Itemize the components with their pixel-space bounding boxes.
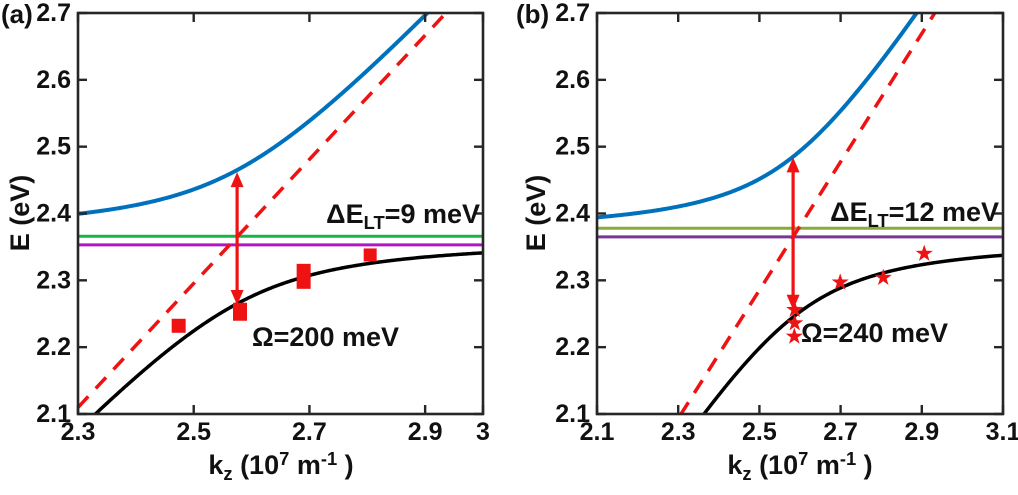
x-tick-label-b: 2.3: [661, 418, 696, 446]
y-tick-label-b: 2.1: [555, 400, 590, 428]
y-tick-label-b: 2.7: [555, 0, 590, 27]
x-label-open-a: (10: [232, 450, 280, 480]
x-label-unit-a: m: [289, 450, 321, 480]
rabi-annotation-b: Ω=240 meV: [801, 318, 948, 348]
photon-dispersion-line-b: [678, 13, 937, 414]
x-tick-label-a: 3: [476, 418, 490, 446]
delta-elt-annotation-b: ΔELT=12 meV: [830, 197, 999, 230]
data-point-star-b: [874, 268, 892, 285]
y-axis-label-a: E (eV): [4, 174, 35, 252]
x-label-exponent-a: 7: [279, 447, 290, 469]
panel-a-curves: [78, 13, 483, 414]
arrow-head-down-b: [786, 294, 800, 310]
rabi-splitting-arrow-b: [786, 157, 800, 310]
data-point-star-b: [831, 273, 849, 290]
y-tick-label-b: 2.3: [555, 266, 590, 294]
y-axis-label-b: E (eV): [520, 174, 551, 252]
y-tick-label-a: 2.1: [36, 400, 71, 428]
x-label-symbol-b: k: [727, 450, 743, 480]
x-label-subscript-b: z: [742, 462, 752, 484]
x-label-unit-b: m: [808, 450, 840, 480]
x-tick-label-b: 2.5: [742, 418, 777, 446]
data-point-star-b: [786, 314, 804, 331]
x-label-unit-exponent-a: -1: [320, 447, 338, 469]
data-point-star-b: [786, 300, 804, 318]
y-tick-label-a: 2.3: [36, 266, 71, 294]
delta-elt-subscript-b: LT: [867, 209, 889, 231]
panel-b-letter: (b): [516, 0, 550, 29]
x-tick-label-b: 2.7: [823, 418, 858, 446]
arrow-head-up-a: [230, 172, 244, 188]
x-label-symbol-a: k: [208, 450, 224, 480]
arrow-head-down-a: [230, 290, 244, 306]
arrow-head-up-b: [786, 157, 800, 173]
x-label-close-a: ): [337, 450, 354, 480]
y-tick-label-b: 2.2: [555, 333, 590, 361]
x-tick-label-b: 2.9: [904, 418, 939, 446]
y-tick-label-a: 2.5: [36, 133, 71, 161]
x-axis-label-a: kz (107 m-1 ): [208, 447, 354, 483]
upper-polariton-curve-b: [597, 13, 920, 220]
y-tick-label-b: 2.5: [555, 133, 590, 161]
delta-elt-text-b: ΔE: [830, 197, 868, 227]
y-tick-label-a: 2.7: [36, 0, 71, 27]
rabi-annotation-a: Ω=200 meV: [252, 322, 399, 352]
y-tick-label-a: 2.2: [36, 333, 71, 361]
data-point-star-b: [915, 244, 933, 261]
x-tick-label-a: 2.5: [176, 418, 211, 446]
panel-a-letter: (a): [1, 0, 33, 29]
x-label-close-b: ): [856, 450, 873, 480]
data-point-square-a: [296, 263, 311, 289]
delta-elt-subscript-a: LT: [363, 211, 385, 233]
photon-dispersion-line-a: [78, 13, 449, 409]
x-tick-label-b: 3.1: [986, 418, 1018, 446]
panel-b-curves: [597, 13, 1003, 414]
data-point-square-a: [363, 248, 377, 262]
x-label-subscript-a: z: [223, 462, 233, 484]
x-tick-label-a: 2.9: [408, 418, 443, 446]
lower-polariton-curve-b: [701, 253, 1003, 414]
y-tick-label-a: 2.4: [36, 200, 71, 228]
lower-polariton-curve-a: [92, 251, 483, 414]
y-tick-label-b: 2.6: [555, 66, 590, 94]
x-label-open-b: (10: [751, 450, 799, 480]
delta-elt-annotation-a: ΔELT=9 meV: [326, 199, 480, 232]
x-label-exponent-b: 7: [798, 447, 809, 469]
x-tick-label-a: 2.7: [292, 418, 327, 446]
x-tick-label-b: 2.1: [580, 418, 615, 446]
data-point-square-a: [233, 302, 247, 321]
delta-elt-value-a: =9 meV: [384, 199, 480, 229]
delta-elt-text-a: ΔE: [326, 199, 364, 229]
data-point-star-b: [785, 327, 803, 344]
x-tick-label-a: 2.3: [61, 418, 96, 446]
x-label-unit-exponent-b: -1: [839, 447, 857, 469]
data-point-square-a: [171, 318, 186, 333]
y-tick-label-a: 2.6: [36, 66, 71, 94]
x-axis-label-b: kz (107 m-1 ): [727, 447, 873, 483]
delta-elt-value-b: =12 meV: [888, 197, 999, 227]
upper-polariton-curve-a: [78, 13, 431, 216]
y-tick-label-b: 2.4: [555, 200, 590, 228]
rabi-splitting-arrow-a: [230, 172, 244, 306]
